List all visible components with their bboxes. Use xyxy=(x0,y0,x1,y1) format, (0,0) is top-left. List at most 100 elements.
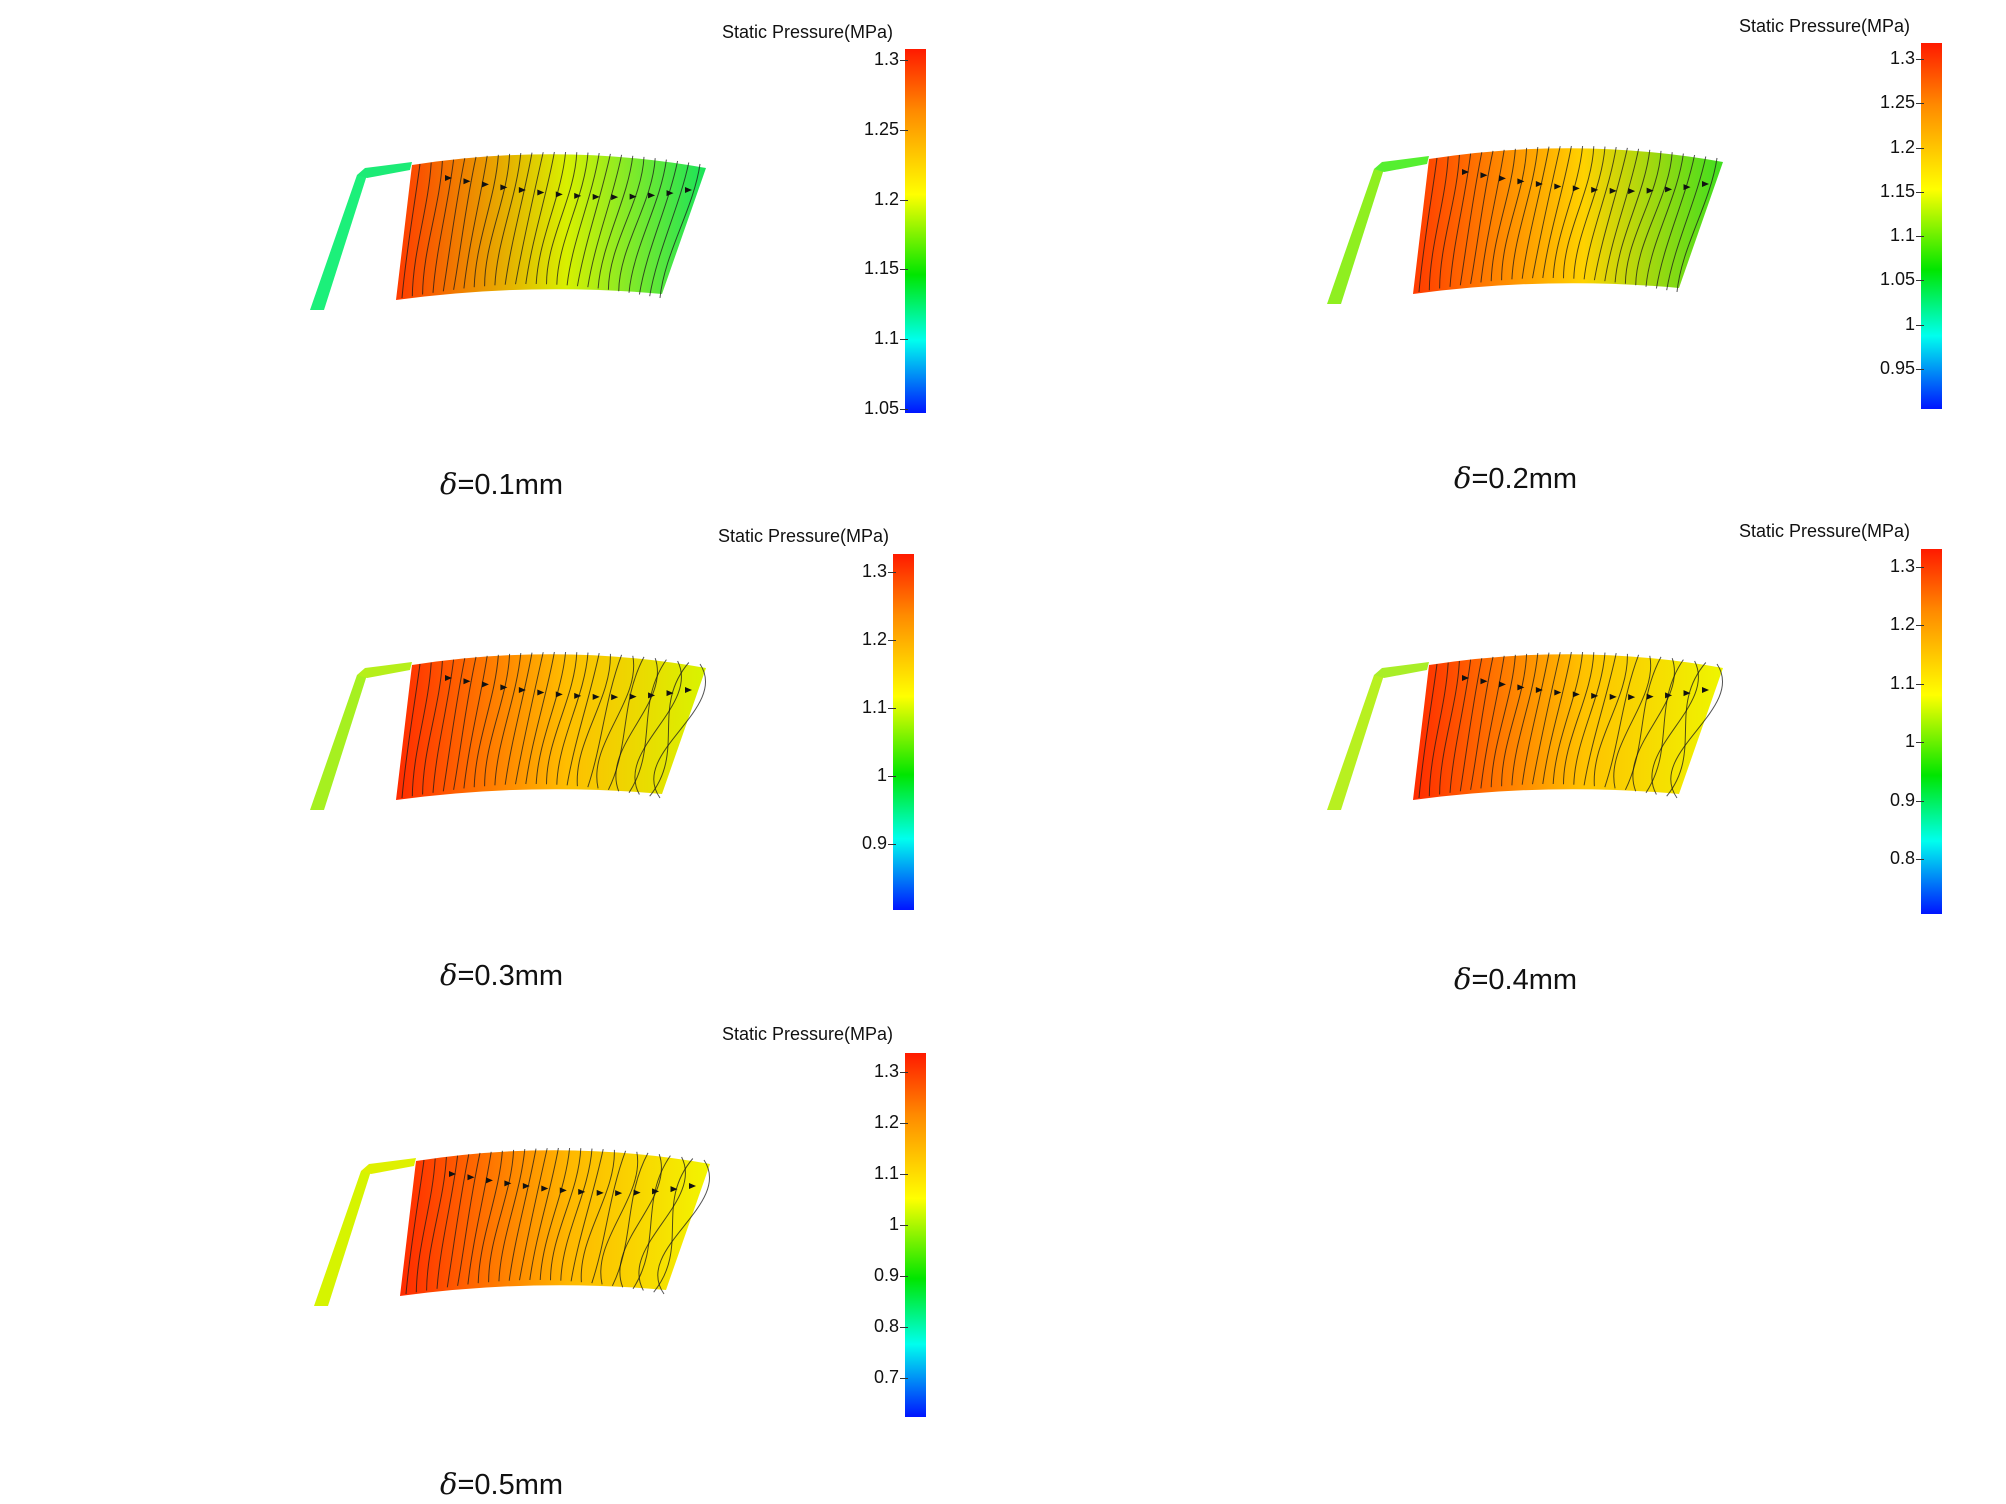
colorbar-tick-label: 1.1 xyxy=(1889,225,1915,246)
streamline xyxy=(525,651,555,785)
streamline xyxy=(442,158,466,292)
streamline xyxy=(653,663,707,799)
colorbar-tick-label: 1.2 xyxy=(1889,614,1915,635)
colorbar-tick-mark xyxy=(1916,800,1924,802)
streamline xyxy=(1563,146,1595,279)
streamline-arrow xyxy=(666,690,674,697)
colorbar-tick-label: 1.3 xyxy=(861,561,887,581)
streamline xyxy=(607,656,645,791)
flow-passage xyxy=(1413,148,1723,294)
colorbar-tick-mark xyxy=(900,1123,908,1124)
streamline xyxy=(649,662,690,797)
streamline-arrow xyxy=(518,687,526,694)
colorbar-tick-mark xyxy=(900,1378,908,1379)
streamline xyxy=(1418,663,1438,799)
streamline-arrow xyxy=(574,192,582,199)
streamline xyxy=(657,1159,711,1295)
colorbar-tick-label: 0.9 xyxy=(861,833,887,853)
streamline xyxy=(1490,654,1516,788)
streamline xyxy=(653,1158,694,1293)
colorbar-tick-mark xyxy=(1916,625,1924,627)
caption-value: =0.3mm xyxy=(457,960,564,992)
streamline-arrow xyxy=(555,191,563,198)
streamline xyxy=(473,654,499,788)
pressure-contour-field xyxy=(310,151,706,310)
colorbar-tick-label: 1.3 xyxy=(1889,48,1915,68)
streamline-arrow xyxy=(555,691,563,698)
streamline-arrow xyxy=(463,678,471,685)
colorbar-tick-mark xyxy=(900,1225,908,1226)
colorbar-tick-label: 1 xyxy=(1904,731,1915,752)
colorbar-tick-label: 0.9 xyxy=(1889,789,1915,810)
panel-caption: δ=0.2mm xyxy=(1454,461,1577,496)
delta-symbol: δ xyxy=(440,958,458,992)
pressure-contour-field xyxy=(1327,651,1724,810)
colorbar-tick-label: 1.2 xyxy=(861,629,887,649)
streamline xyxy=(1604,148,1640,282)
panel-caption: δ=0.1mm xyxy=(440,467,563,502)
streamline xyxy=(1655,154,1696,289)
inlet-channel xyxy=(1327,675,1384,810)
streamline xyxy=(463,655,488,789)
streamline-arrow xyxy=(1609,693,1617,700)
streamline xyxy=(1470,656,1494,790)
streamline xyxy=(1501,147,1528,281)
streamline xyxy=(1604,654,1640,788)
streamline xyxy=(1613,655,1652,789)
streamline xyxy=(504,652,533,785)
streamline xyxy=(1521,146,1550,279)
colorbar-tick-label: 1.25 xyxy=(1879,92,1915,113)
streamline-arrow xyxy=(1628,694,1636,701)
streamline-arrow xyxy=(504,1180,512,1187)
colorbar-tick-label: 1 xyxy=(876,765,887,785)
colorbar-tick-label: 1.1 xyxy=(873,328,899,349)
streamline xyxy=(484,153,511,287)
streamline-arrow xyxy=(633,1189,641,1196)
colorbar-tick-mark xyxy=(900,1276,908,1277)
streamline-arrow xyxy=(689,1183,696,1189)
streamline xyxy=(634,660,682,795)
streamline xyxy=(1563,652,1595,785)
streamline-arrow xyxy=(445,675,452,681)
inlet-guide xyxy=(357,162,412,178)
streamline-arrow xyxy=(1628,188,1636,195)
streamline xyxy=(1593,653,1628,787)
streamline xyxy=(1676,157,1718,293)
streamline xyxy=(576,153,611,287)
streamline xyxy=(432,659,455,793)
panel-delta-0.5: Static Pressure(MPa) δ=0.5mm 1.3 1.2 1.1 1 0… xyxy=(0,1004,1003,1504)
streamline xyxy=(596,655,635,789)
streamline xyxy=(1583,652,1617,786)
streamline xyxy=(1449,659,1472,793)
colorbar-tick-mark xyxy=(900,1072,908,1073)
streamline xyxy=(1532,652,1561,785)
delta-symbol: δ xyxy=(1454,962,1472,996)
streamline-arrow xyxy=(666,190,674,197)
streamline xyxy=(535,151,567,285)
colorbar-title: Static Pressure(MPa) xyxy=(1739,521,1911,541)
streamline xyxy=(570,1148,604,1282)
colorbar-title: Static Pressure(MPa) xyxy=(722,1024,894,1044)
streamline-arrow xyxy=(1517,178,1525,185)
streamline xyxy=(508,1148,537,1281)
pressure-contour-field xyxy=(314,1147,711,1306)
streamline xyxy=(446,1154,470,1288)
colorbar-tick-mark xyxy=(1916,324,1924,326)
streamline xyxy=(591,1150,627,1284)
streamline xyxy=(1573,652,1606,785)
streamline-arrow xyxy=(1554,183,1562,190)
streamline xyxy=(546,152,578,285)
streamline xyxy=(432,159,455,293)
delta-symbol: δ xyxy=(440,1467,458,1501)
streamline-arrow xyxy=(537,189,545,196)
colorbar-tick-mark xyxy=(900,269,908,271)
colorbar-tick-mark xyxy=(900,1174,908,1175)
colorbar-tick-mark xyxy=(1916,280,1924,282)
panel-delta-0.4: Static Pressure(MPa) δ=0.4mm 1.3 1.2 1.1 1 0… xyxy=(1003,504,2006,1004)
streamline xyxy=(1490,148,1516,282)
streamline-arrow xyxy=(611,194,619,201)
streamline xyxy=(525,151,555,285)
streamline xyxy=(1501,653,1528,787)
streamline xyxy=(1418,157,1438,293)
streamline-arrow xyxy=(1462,169,1469,175)
